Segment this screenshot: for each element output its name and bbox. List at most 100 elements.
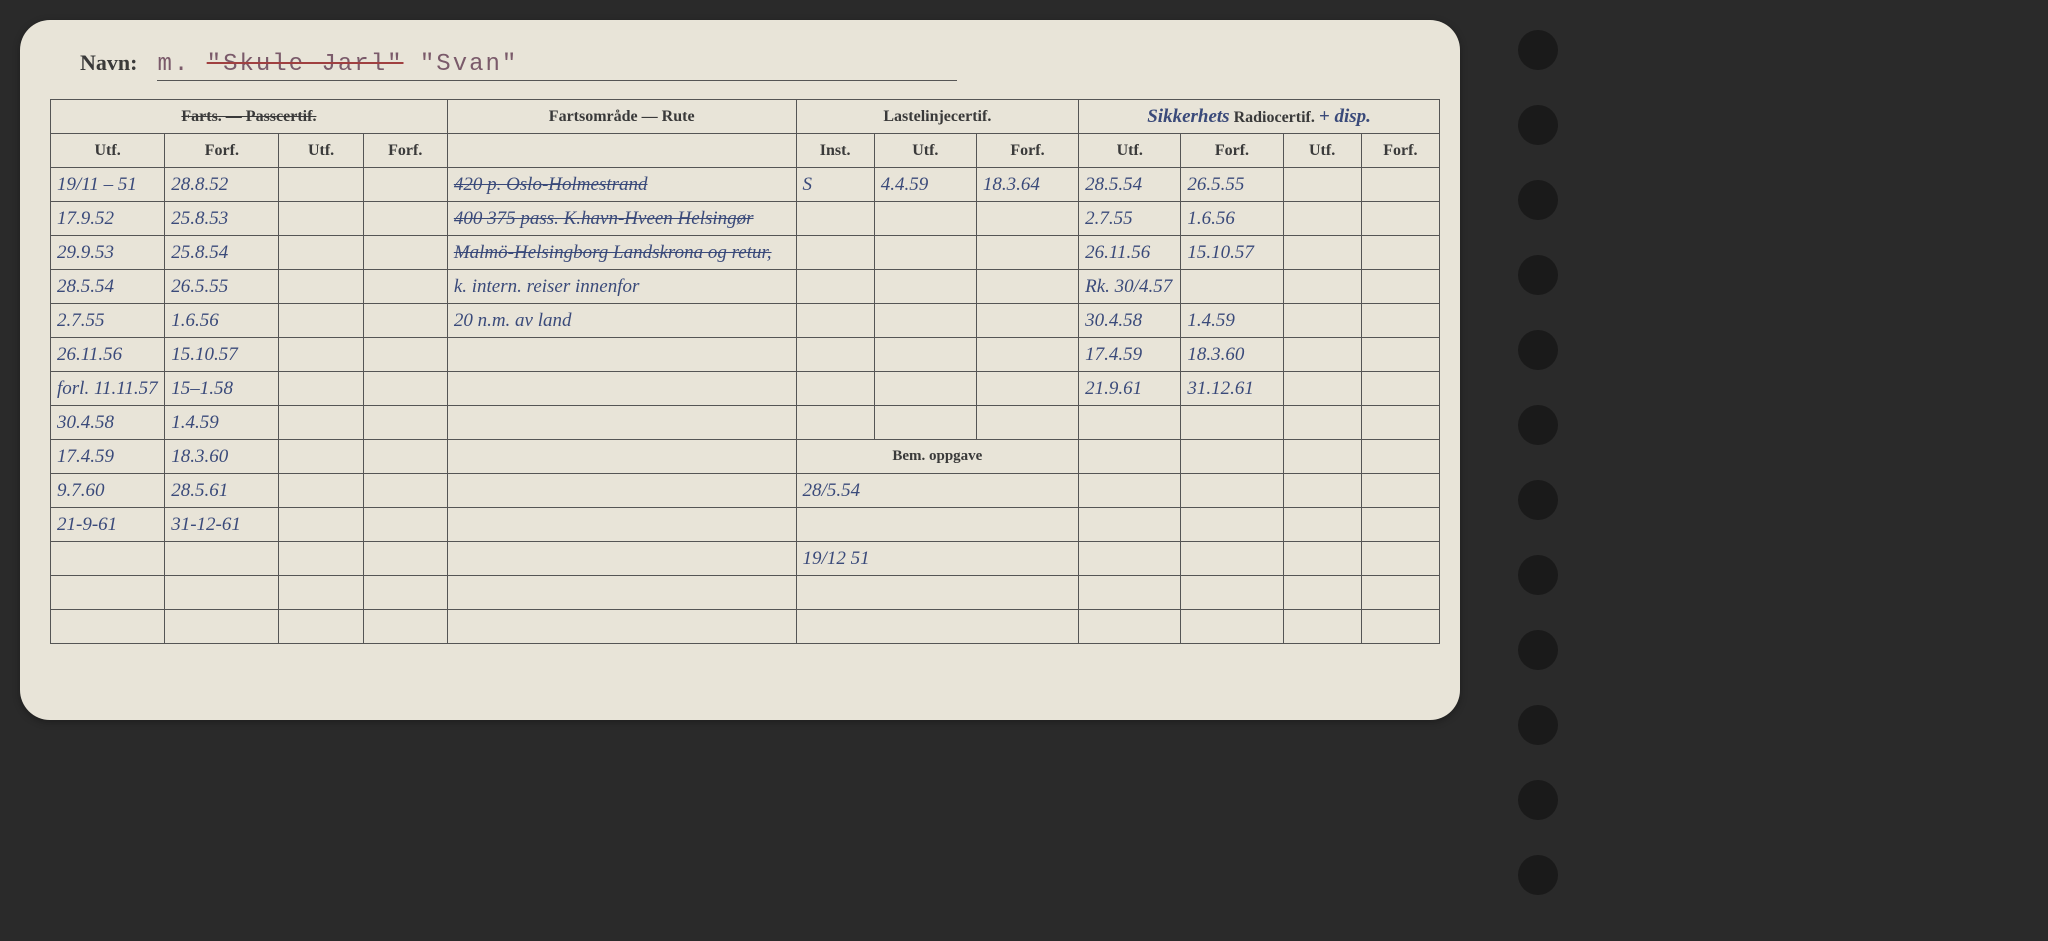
cell: 21-9-61 bbox=[51, 508, 165, 542]
cell bbox=[1361, 440, 1439, 474]
cell: 20 n.m. av land bbox=[447, 304, 796, 338]
cell: 25.8.54 bbox=[165, 236, 279, 270]
table-row bbox=[51, 576, 1440, 610]
table-row: 17.4.5918.3.60Bem. oppgave bbox=[51, 440, 1440, 474]
cell: 31.12.61 bbox=[1181, 372, 1283, 406]
table-row: 26.11.5615.10.57 17.4.5918.3.60 bbox=[51, 338, 1440, 372]
cell: 26.5.55 bbox=[165, 270, 279, 304]
hole-icon bbox=[1518, 855, 1558, 895]
cell bbox=[796, 304, 874, 338]
cell bbox=[279, 508, 363, 542]
cell bbox=[447, 338, 796, 372]
navn-struck: "Skule Jarl" bbox=[207, 51, 404, 78]
cell bbox=[279, 610, 363, 644]
cell: 4.4.59 bbox=[874, 168, 976, 202]
cell bbox=[1079, 406, 1181, 440]
cell bbox=[279, 372, 363, 406]
cell bbox=[874, 304, 976, 338]
hole-icon bbox=[1518, 180, 1558, 220]
cell bbox=[363, 202, 447, 236]
cell bbox=[279, 202, 363, 236]
cell bbox=[363, 168, 447, 202]
cell: 17.4.59 bbox=[51, 440, 165, 474]
h-forf3: Forf. bbox=[976, 134, 1078, 168]
cell: 2.7.55 bbox=[51, 304, 165, 338]
cell bbox=[1283, 474, 1361, 508]
cell bbox=[279, 406, 363, 440]
cell: 17.4.59 bbox=[1079, 338, 1181, 372]
cell bbox=[447, 406, 796, 440]
cell: 18.3.60 bbox=[1181, 338, 1283, 372]
cell: 15.10.57 bbox=[165, 338, 279, 372]
h-forf2: Forf. bbox=[363, 134, 447, 168]
cell bbox=[363, 304, 447, 338]
cell bbox=[1283, 304, 1361, 338]
cell bbox=[447, 474, 796, 508]
cell bbox=[1361, 610, 1439, 644]
cell bbox=[874, 372, 976, 406]
cell: 1.4.59 bbox=[165, 406, 279, 440]
cell: 21.9.61 bbox=[1079, 372, 1181, 406]
hole-icon bbox=[1518, 705, 1558, 745]
cell bbox=[1361, 236, 1439, 270]
cell bbox=[447, 610, 796, 644]
cell bbox=[363, 406, 447, 440]
cell bbox=[51, 610, 165, 644]
cell bbox=[447, 440, 796, 474]
cell bbox=[1361, 202, 1439, 236]
cell bbox=[1361, 508, 1439, 542]
cell bbox=[447, 508, 796, 542]
h-utf5: Utf. bbox=[1283, 134, 1361, 168]
cell bbox=[796, 202, 874, 236]
cell bbox=[363, 542, 447, 576]
certificate-table: Farts. — Passcertif. Fartsområde — Rute … bbox=[50, 99, 1440, 644]
table-row: 28.5.5426.5.55k. intern. reiser innenfor… bbox=[51, 270, 1440, 304]
cell bbox=[363, 576, 447, 610]
cell bbox=[165, 610, 279, 644]
cell: 19/11 – 51 bbox=[51, 168, 165, 202]
cell bbox=[1181, 610, 1283, 644]
cell bbox=[796, 236, 874, 270]
header-rute: Fartsområde — Rute bbox=[447, 100, 796, 134]
cell: 26.11.56 bbox=[51, 338, 165, 372]
cell bbox=[1181, 270, 1283, 304]
cell: Rk. 30/4.57 bbox=[1079, 270, 1181, 304]
cell bbox=[976, 406, 1078, 440]
navn-row: Navn: m. "Skule Jarl" "Svan" bbox=[50, 50, 1440, 81]
cell bbox=[796, 406, 874, 440]
hole-icon bbox=[1518, 30, 1558, 70]
cell bbox=[279, 474, 363, 508]
cell bbox=[1361, 372, 1439, 406]
cell bbox=[1079, 542, 1181, 576]
header-laste: Lastelinjecertif. bbox=[796, 100, 1079, 134]
binder-holes bbox=[1518, 30, 1558, 895]
cell: 18.3.60 bbox=[165, 440, 279, 474]
cell bbox=[363, 372, 447, 406]
cell: forl. 11.11.57 bbox=[51, 372, 165, 406]
hole-icon bbox=[1518, 105, 1558, 145]
h-inst: Inst. bbox=[796, 134, 874, 168]
table-row bbox=[51, 610, 1440, 644]
navn-after: "Svan" bbox=[420, 51, 518, 78]
cell bbox=[1361, 338, 1439, 372]
cell: 29.9.53 bbox=[51, 236, 165, 270]
header-radio: Sikkerhets Radiocertif. + disp. bbox=[1079, 100, 1440, 134]
cell bbox=[1283, 372, 1361, 406]
navn-value: m. "Skule Jarl" "Svan" bbox=[157, 51, 957, 81]
table-row: 2.7.551.6.5620 n.m. av land30.4.581.4.59 bbox=[51, 304, 1440, 338]
cell bbox=[1181, 576, 1283, 610]
cell bbox=[1079, 610, 1181, 644]
cell: 9.7.60 bbox=[51, 474, 165, 508]
cell bbox=[1181, 406, 1283, 440]
header-farts: Farts. — Passcertif. bbox=[51, 100, 448, 134]
cell bbox=[796, 270, 874, 304]
cell bbox=[1181, 508, 1283, 542]
cell bbox=[279, 440, 363, 474]
cell bbox=[1283, 270, 1361, 304]
cell: 420 p. Oslo-Holmestrand bbox=[447, 168, 796, 202]
hole-icon bbox=[1518, 630, 1558, 670]
cell bbox=[796, 508, 1079, 542]
cell: 31-12-61 bbox=[165, 508, 279, 542]
cell bbox=[279, 542, 363, 576]
cell bbox=[1181, 440, 1283, 474]
